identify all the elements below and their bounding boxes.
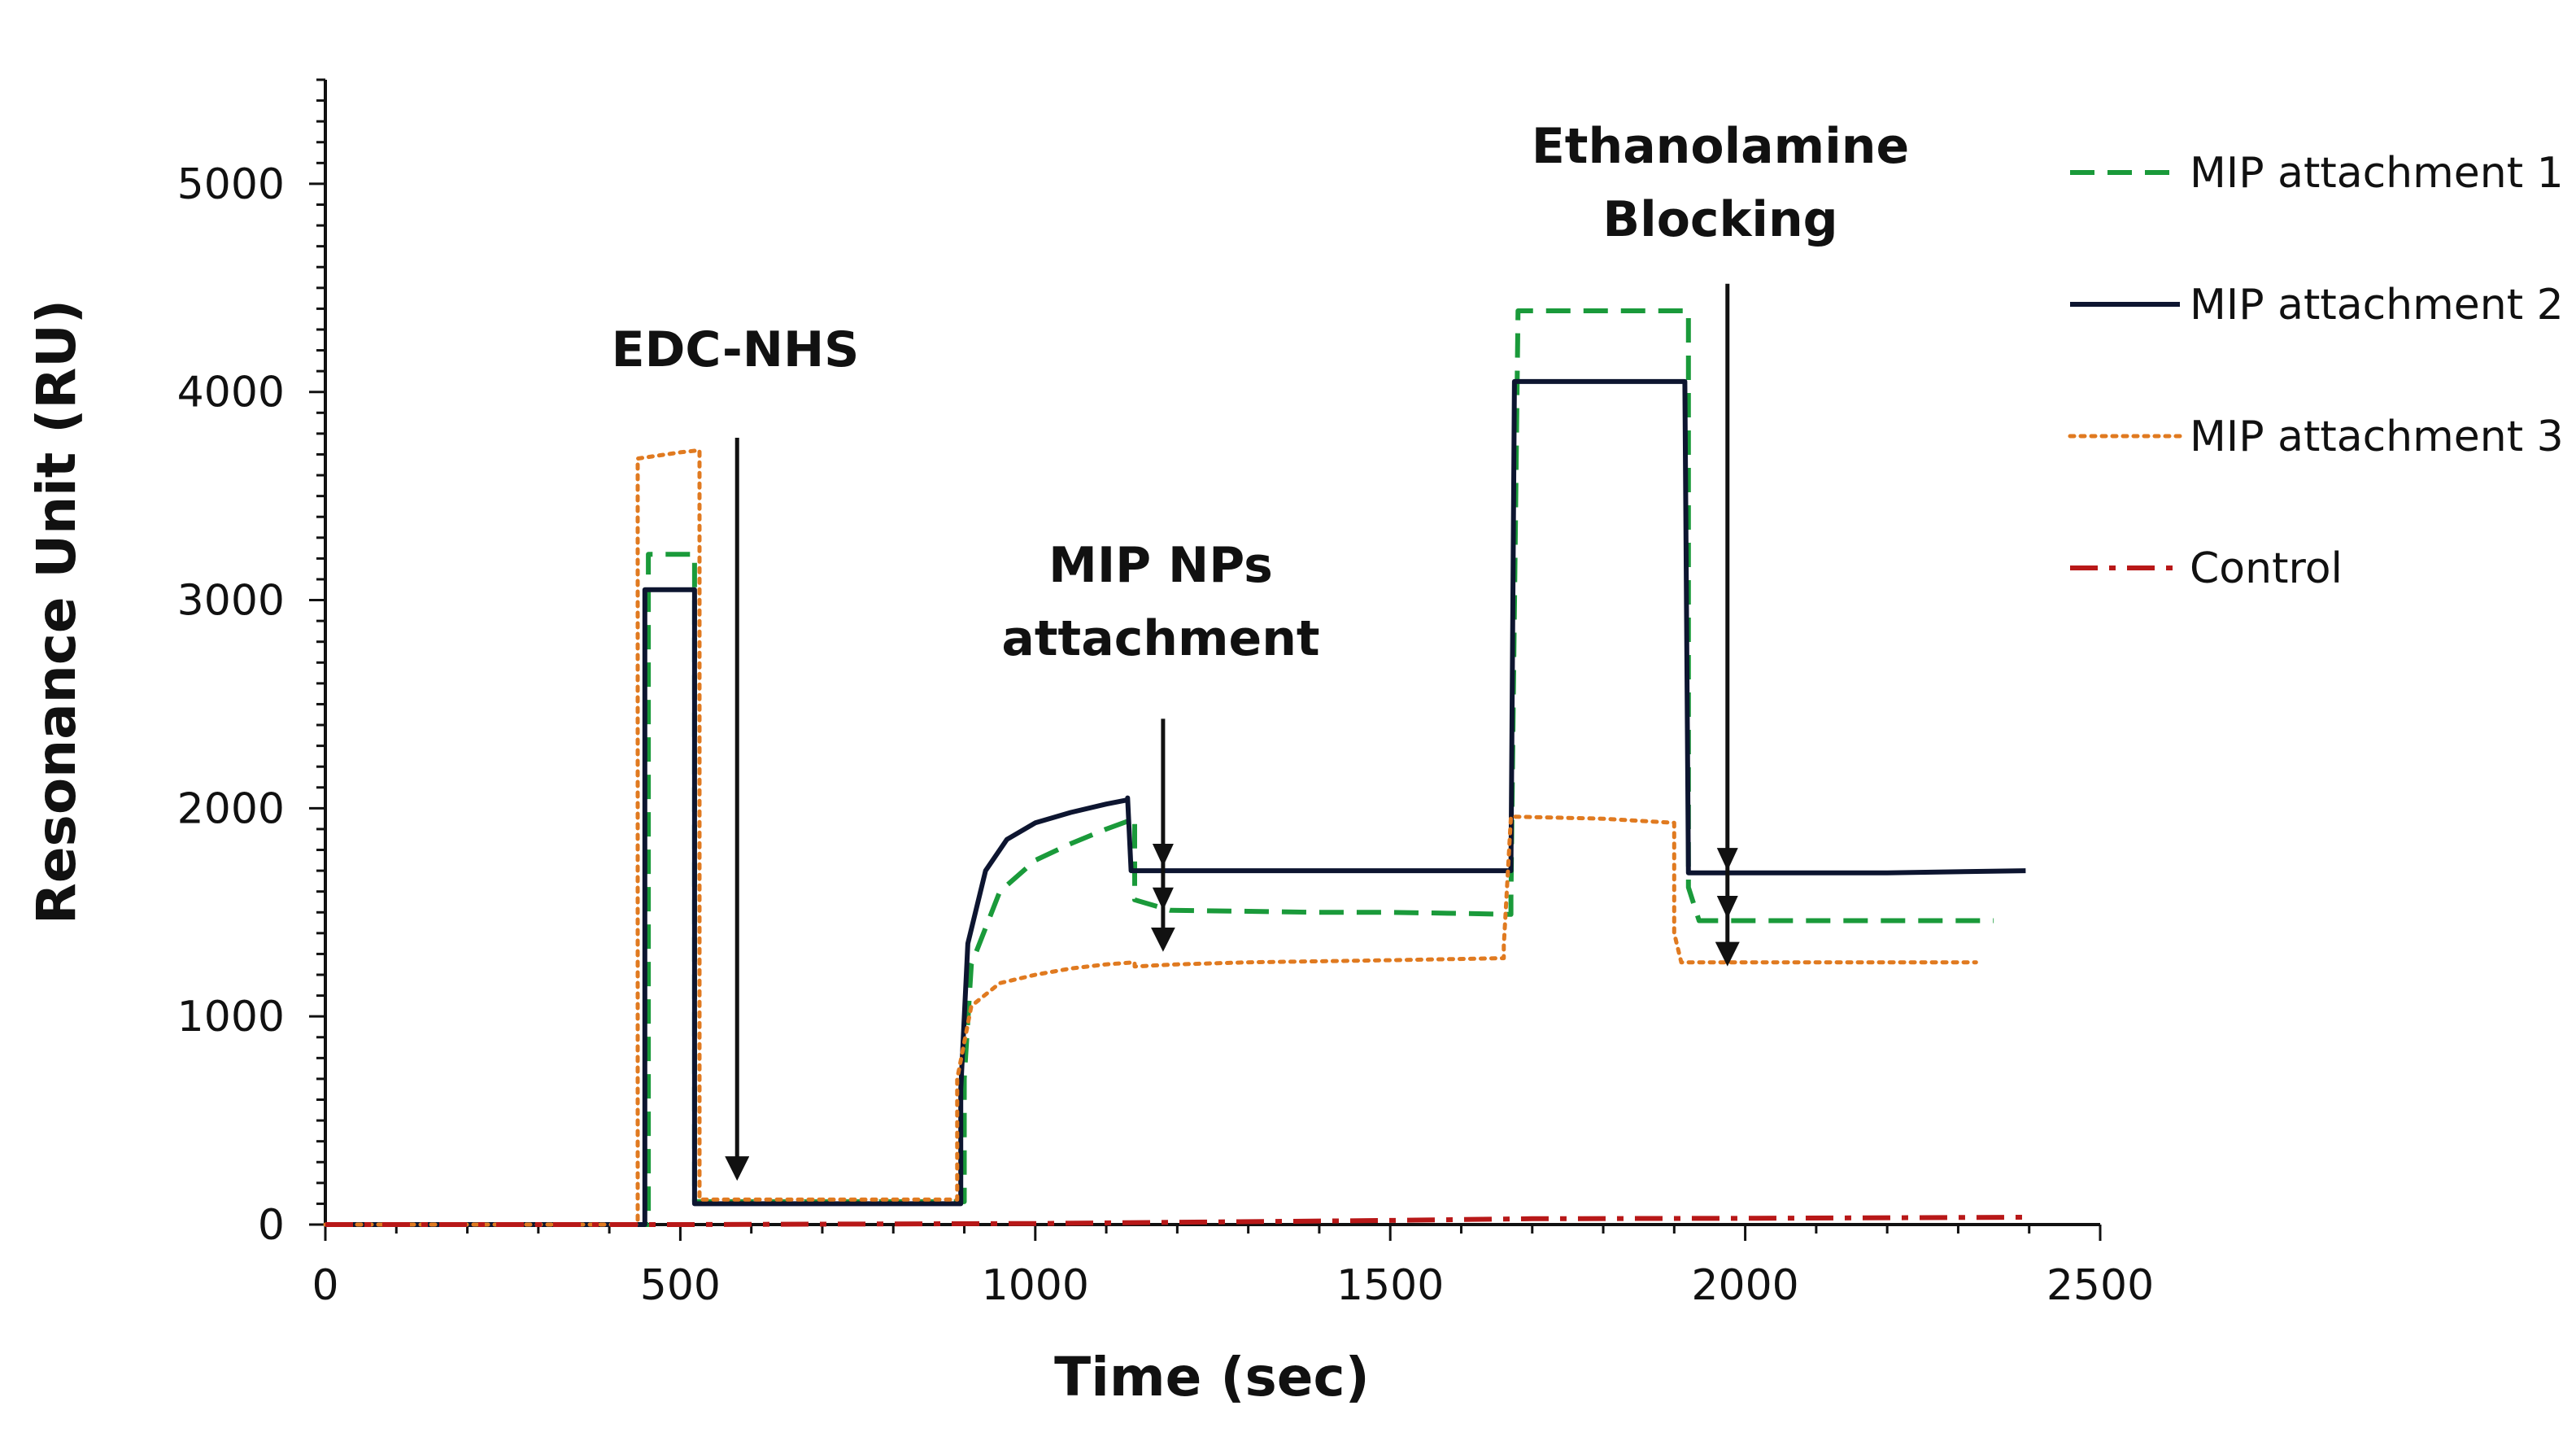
x-tick-label: 500 xyxy=(640,1261,721,1310)
annotation-arrowhead xyxy=(1716,895,1738,919)
series-line-1 xyxy=(325,308,1994,1227)
series-line-3 xyxy=(323,448,1978,1227)
y-tick-label: 1000 xyxy=(177,993,285,1041)
series-line-2 xyxy=(325,378,2026,1227)
x-tick-label: 1500 xyxy=(1336,1261,1444,1310)
annotation-label: attachment xyxy=(1001,610,1319,667)
x-tick-label: 1000 xyxy=(982,1261,1089,1310)
annotation-arrowhead xyxy=(1152,887,1174,910)
annotation-arrowhead xyxy=(1152,843,1174,867)
series-layer xyxy=(323,308,2026,1227)
x-tick-label: 2500 xyxy=(2046,1261,2154,1310)
annotation-label: Ethanolamine xyxy=(1532,118,1909,175)
y-tick-label: 4000 xyxy=(177,369,285,417)
legend-label-2: MIP attachment 2 xyxy=(2190,281,2564,330)
axes: 0 1000 2000 3000 4000 5000 0 500 1000 1500 2000 250… xyxy=(177,78,2154,1310)
y-tick-label: 3000 xyxy=(177,577,285,626)
legend-label-4: Control xyxy=(2190,544,2343,593)
annotations: EDC-NHS MIP NPs attachment Ethanolamine Bloc… xyxy=(612,118,1909,1181)
legend-label-1: MIP attachment 1 xyxy=(2190,149,2564,198)
annotation-arrowhead xyxy=(1716,848,1738,871)
annotation-label: Blocking xyxy=(1602,191,1837,248)
annotation-label: EDC-NHS xyxy=(612,321,860,378)
y-tick-label: 2000 xyxy=(177,784,285,833)
y-axis-title: Resonance Unit (RU) xyxy=(25,299,88,924)
series-line-4 xyxy=(325,1215,2026,1227)
legend: MIP attachment 1 MIP attachment 2 MIP atta… xyxy=(2068,149,2564,593)
annotation-label: MIP NPs xyxy=(1048,537,1273,594)
y-tick-label: 0 xyxy=(258,1201,285,1250)
x-tick-label: 2000 xyxy=(1691,1261,1798,1310)
x-axis-title: Time (sec) xyxy=(1054,1346,1370,1408)
legend-label-3: MIP attachment 3 xyxy=(2190,413,2564,461)
x-tick-label: 0 xyxy=(312,1261,338,1310)
y-tick-label: 5000 xyxy=(177,160,285,209)
